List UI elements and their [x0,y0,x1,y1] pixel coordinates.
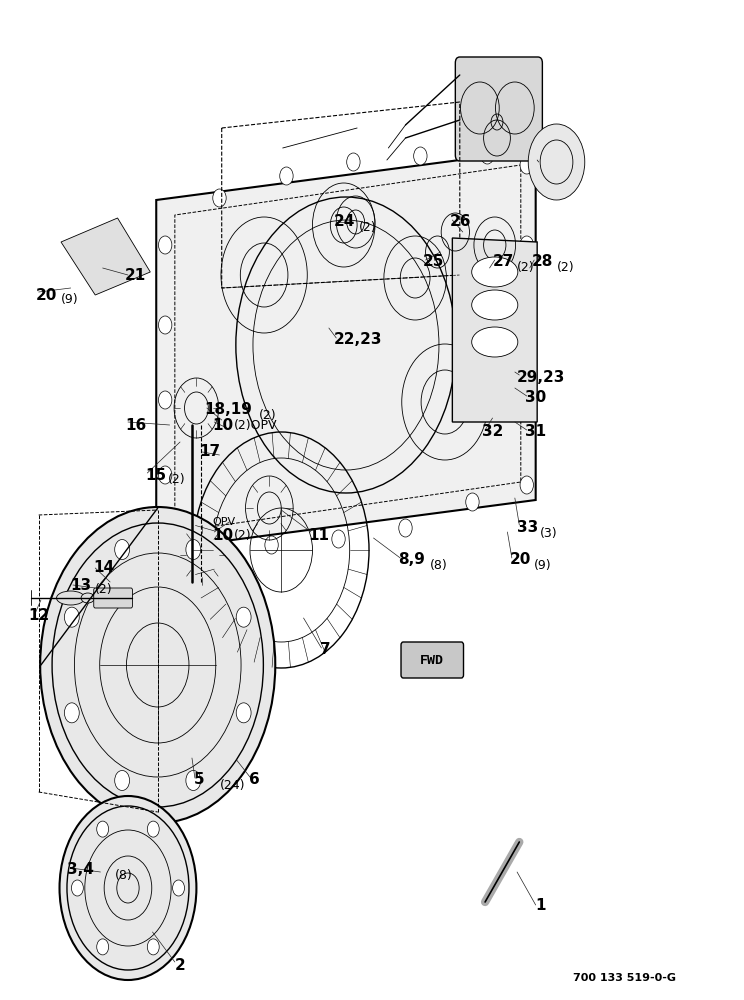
Text: 15: 15 [145,468,166,483]
Text: (24): (24) [219,778,245,792]
Text: 8,9: 8,9 [398,552,425,568]
Text: 32: 32 [482,424,504,440]
Circle shape [158,316,172,334]
Text: 31: 31 [525,424,545,440]
Text: 20: 20 [36,288,57,302]
Text: 27: 27 [493,254,514,269]
Text: 7: 7 [320,643,330,658]
Text: (2): (2) [234,528,252,542]
Text: 1: 1 [536,898,546,912]
Circle shape [65,607,80,627]
Ellipse shape [472,327,518,357]
FancyBboxPatch shape [401,642,464,678]
Circle shape [186,770,201,790]
Circle shape [265,536,278,554]
Circle shape [115,540,129,560]
Text: (8): (8) [115,868,133,882]
Polygon shape [156,150,536,550]
Text: 12: 12 [28,607,50,622]
Circle shape [414,147,427,165]
Text: (2): (2) [95,584,113,596]
Text: (2): (2) [517,260,535,273]
Text: 25: 25 [423,254,444,269]
Circle shape [520,476,533,494]
Circle shape [147,821,159,837]
Circle shape [198,539,211,557]
Circle shape [97,821,109,837]
Text: 6: 6 [249,772,260,788]
Circle shape [158,391,172,409]
Text: (2): (2) [259,408,277,422]
Circle shape [399,519,412,537]
Circle shape [173,880,185,896]
Text: 700 133 519-0-G: 700 133 519-0-G [573,973,676,983]
Text: 10: 10 [212,528,233,542]
Text: (9): (9) [534,558,552,572]
Ellipse shape [472,290,518,320]
Circle shape [65,703,80,723]
Text: 13: 13 [71,578,92,592]
Text: (3): (3) [539,526,557,540]
Circle shape [520,156,533,174]
Circle shape [158,236,172,254]
Text: 18,19: 18,19 [205,402,252,418]
Text: 28: 28 [532,254,554,269]
Text: 24: 24 [333,215,355,230]
Text: 14: 14 [93,560,114,576]
Text: 16: 16 [125,418,147,432]
Text: (9): (9) [61,294,79,306]
Polygon shape [452,238,537,422]
Text: 10: 10 [212,418,233,432]
Text: 26: 26 [450,215,472,230]
Text: 5: 5 [193,772,204,788]
Text: OPV: OPV [212,517,235,527]
FancyBboxPatch shape [455,57,542,161]
Circle shape [528,124,585,200]
Circle shape [520,316,533,334]
Circle shape [466,493,479,511]
Text: 3,4: 3,4 [67,862,94,878]
Text: 20: 20 [510,552,531,568]
Circle shape [158,466,172,484]
Circle shape [332,530,345,548]
Text: 21: 21 [125,267,147,282]
Circle shape [213,189,226,207]
Circle shape [60,796,196,980]
Circle shape [481,146,494,164]
Circle shape [236,607,251,627]
Circle shape [115,770,129,790]
Text: 11: 11 [309,528,330,542]
Text: 30: 30 [525,390,546,406]
Text: (8): (8) [430,558,448,572]
Circle shape [147,939,159,955]
Ellipse shape [57,591,85,605]
FancyBboxPatch shape [94,588,132,608]
Circle shape [520,236,533,254]
Ellipse shape [472,257,518,287]
Text: (2): (2) [359,221,376,233]
Text: 33: 33 [517,520,539,536]
Text: 2: 2 [175,958,185,972]
Text: (2): (2) [167,474,185,487]
Ellipse shape [81,593,94,603]
Polygon shape [61,218,150,295]
Circle shape [520,396,533,414]
Text: FWD: FWD [420,654,444,666]
Circle shape [347,153,360,171]
Circle shape [40,507,275,823]
Circle shape [71,880,83,896]
Circle shape [280,167,293,185]
Circle shape [236,703,251,723]
Text: (2): (2) [557,260,574,273]
Text: 17: 17 [199,444,220,460]
Circle shape [186,540,201,560]
Circle shape [97,939,109,955]
Text: 29,23: 29,23 [517,370,565,385]
Text: 22,23: 22,23 [333,332,382,348]
Text: (2)OPV: (2)OPV [234,418,278,432]
